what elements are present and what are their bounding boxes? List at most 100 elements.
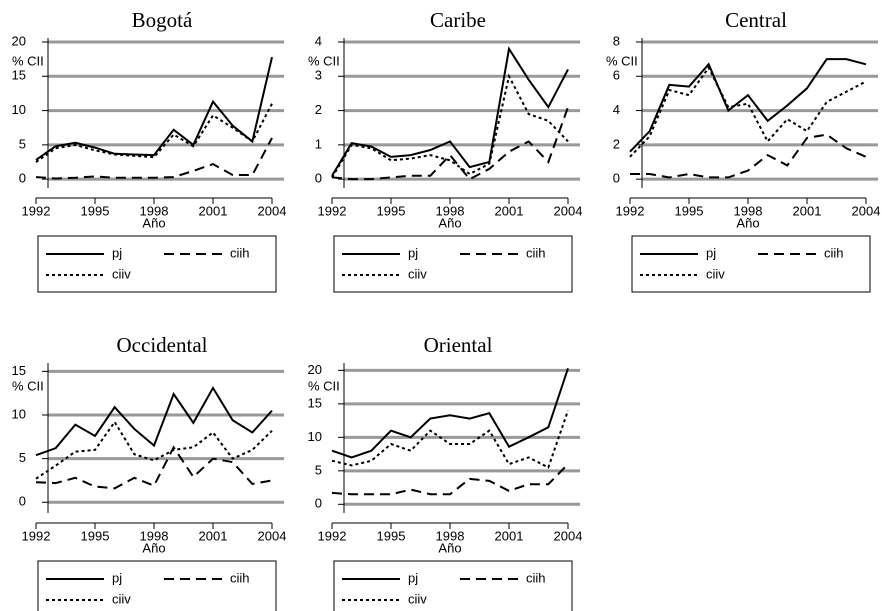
y-tick-label: 20	[12, 33, 26, 48]
x-tick-label: 1995	[675, 203, 704, 218]
x-tick-label: 2004	[554, 203, 583, 218]
y-tick-label: 15	[12, 68, 26, 83]
y-tick-label: 3	[315, 68, 322, 83]
y-axis-label: % CII	[12, 378, 44, 393]
panel-title: Bogotá	[132, 8, 193, 32]
y-tick-label: 10	[12, 102, 26, 117]
x-tick-label: 2001	[199, 528, 228, 543]
x-axis-label: Año	[736, 215, 759, 230]
series-line	[35, 385, 273, 457]
y-axis-label: % CII	[308, 53, 340, 68]
x-tick-label: 1995	[81, 528, 110, 543]
series-line	[35, 56, 273, 161]
y-axis-label: % CII	[12, 53, 44, 68]
x-tick-label: 1998	[436, 528, 465, 543]
series-line	[331, 46, 569, 177]
y-tick-label: 2	[315, 102, 322, 117]
y-tick-label: 15	[12, 363, 26, 378]
y-tick-label: 0	[613, 171, 620, 186]
x-tick-label: 2001	[199, 203, 228, 218]
y-tick-label: 4	[315, 33, 322, 48]
y-tick-label: 5	[19, 136, 26, 151]
series-line	[35, 137, 273, 180]
series-line	[629, 58, 867, 153]
legend-label: ciiv	[408, 591, 427, 606]
legend-label: ciih	[230, 245, 250, 260]
legend-label: ciiv	[112, 591, 131, 606]
series-line	[331, 410, 569, 469]
y-axis-label: % CII	[308, 378, 340, 393]
x-tick-label: 1998	[140, 203, 169, 218]
legend-label: ciih	[230, 570, 250, 585]
panel: Bogotá 0 5 10 15 20 1992 1995 1998 2001 2004 Año % C…	[12, 8, 287, 293]
x-tick-label: 1992	[22, 528, 51, 543]
series-line	[331, 106, 569, 181]
legend-label: pj	[112, 245, 122, 260]
y-tick-label: 8	[613, 33, 620, 48]
x-tick-label: 1995	[377, 528, 406, 543]
x-tick-label: 1992	[616, 203, 645, 218]
panel-title: Oriental	[424, 333, 493, 357]
y-tick-label: 4	[613, 102, 620, 117]
series-line	[35, 445, 273, 490]
legend-label: ciiv	[112, 266, 131, 281]
y-tick-label: 0	[19, 494, 26, 509]
legend-label: ciiv	[706, 266, 725, 281]
x-tick-label: 2004	[258, 203, 287, 218]
x-tick-label: 2001	[495, 203, 524, 218]
x-tick-label: 1992	[22, 203, 51, 218]
panel-title: Central	[725, 8, 787, 32]
x-tick-label: 1995	[81, 203, 110, 218]
y-tick-label: 5	[19, 450, 26, 465]
series-line	[331, 463, 569, 496]
x-tick-label: 2004	[852, 203, 881, 218]
x-axis-label: Año	[142, 540, 165, 555]
series-line	[331, 368, 569, 459]
series-line	[630, 133, 867, 179]
legend-label: ciih	[526, 570, 546, 585]
x-tick-label: 1995	[377, 203, 406, 218]
legend-box	[631, 235, 871, 293]
legend-label: ciih	[526, 245, 546, 260]
legend-label: pj	[706, 245, 716, 260]
series-line	[35, 420, 273, 480]
y-tick-label: 10	[12, 406, 26, 421]
x-tick-label: 1998	[140, 528, 169, 543]
legend-box	[333, 235, 573, 293]
x-tick-label: 1992	[318, 203, 347, 218]
legend-label: ciih	[824, 245, 844, 260]
legend-label: pj	[408, 245, 418, 260]
legend-box	[37, 235, 277, 293]
series-line	[331, 73, 569, 178]
legend-box	[333, 560, 573, 611]
legend-box	[37, 560, 277, 611]
y-tick-label: 15	[308, 395, 322, 410]
panel: Caribe 0 1 2 3 4 1992 1995 1998 2001 2004 Año % CII p…	[308, 8, 583, 293]
y-tick-label: 6	[613, 68, 620, 83]
x-tick-label: 2001	[495, 528, 524, 543]
panel-title: Occidental	[117, 333, 208, 357]
x-tick-label: 2004	[554, 528, 583, 543]
panel: Central 0 2 4 6 8 1992 1995 1998 2001 2004 Año % CII…	[606, 8, 881, 293]
y-tick-label: 20	[308, 362, 322, 377]
panel: Occidental 0 5 10 15 1992 1995 1998 2001 2004 Año%…	[12, 333, 287, 611]
legend-label: pj	[112, 570, 122, 585]
y-tick-label: 0	[315, 496, 322, 511]
legend-label: ciiv	[408, 266, 427, 281]
y-tick-label: 0	[315, 171, 322, 186]
x-axis-label: Año	[142, 215, 165, 230]
y-axis-label: % CII	[606, 53, 638, 68]
y-tick-label: 5	[315, 462, 322, 477]
series-line	[35, 103, 273, 163]
x-axis-label: Año	[438, 215, 461, 230]
y-tick-label: 10	[308, 429, 322, 444]
x-tick-label: 1998	[436, 203, 465, 218]
x-tick-label: 2001	[793, 203, 822, 218]
x-tick-label: 1992	[318, 528, 347, 543]
x-axis-label: Año	[438, 540, 461, 555]
y-tick-label: 2	[613, 136, 620, 151]
legend-label: pj	[408, 570, 418, 585]
x-tick-label: 1998	[734, 203, 763, 218]
x-tick-label: 2004	[258, 528, 287, 543]
